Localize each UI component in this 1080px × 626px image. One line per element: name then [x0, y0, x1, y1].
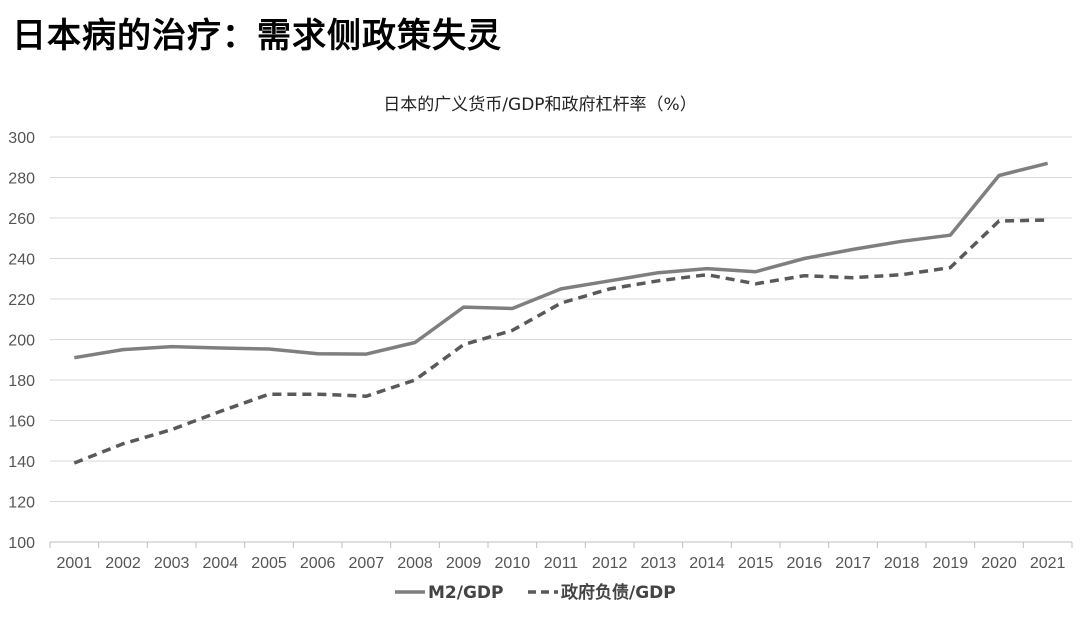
- x-tick-label: 2015: [738, 555, 774, 572]
- x-tick-label: 2003: [154, 555, 190, 572]
- y-tick-label: 140: [8, 454, 35, 471]
- x-tick-label: 2016: [787, 555, 823, 572]
- series-line-2: [73, 218, 1048, 465]
- x-tick-label: 2019: [933, 555, 969, 572]
- y-tick-label: 300: [8, 130, 35, 147]
- y-tick-label: 240: [8, 252, 35, 269]
- y-tick-label: 120: [8, 495, 35, 512]
- x-tick-label: 2018: [884, 555, 920, 572]
- x-tick-label: 2002: [105, 555, 141, 572]
- legend-label: M2/GDP: [428, 583, 503, 603]
- x-tick-label: 2009: [446, 555, 482, 572]
- grid-lines: [50, 136, 1072, 502]
- x-tick-label: 2008: [397, 555, 433, 572]
- y-tick-label: 180: [8, 373, 35, 390]
- y-axis-ticks: 100 120 140 160 180 200 220 240 260 280 300: [8, 130, 35, 552]
- y-tick-label: 100: [8, 535, 35, 552]
- x-tick-label: 2001: [57, 555, 93, 572]
- x-tick-label: 2013: [641, 555, 677, 572]
- legend: M2/GDP 政府负债/GDP: [395, 582, 676, 603]
- y-tick-label: 260: [8, 211, 35, 228]
- page-title: 日本病的治疗：需求侧政策失灵: [12, 16, 502, 56]
- chart-title: 日本的广义货币/GDP和政府杠杆率（%）: [383, 95, 697, 115]
- x-axis-ticks: 2001 2002 2003 2004 2005 2006 2007 2008 2009 2010…: [57, 555, 1066, 572]
- series-line-1: [74, 161, 1049, 360]
- x-tick-label: 2005: [251, 555, 287, 572]
- y-tick-label: 220: [8, 292, 35, 309]
- x-tick-label: 2010: [495, 555, 531, 572]
- series-lines: [73, 161, 1049, 465]
- y-tick-label: 160: [8, 414, 35, 431]
- x-axis: [49, 541, 1073, 548]
- x-tick-label: 2021: [1030, 555, 1066, 572]
- x-tick-label: 2007: [349, 555, 385, 572]
- y-tick-label: 280: [8, 171, 35, 188]
- x-tick-label: 2014: [689, 555, 725, 572]
- x-tick-label: 2012: [592, 555, 628, 572]
- legend-label: 政府负债/GDP: [561, 582, 676, 603]
- y-tick-label: 200: [8, 333, 35, 350]
- x-tick-label: 2004: [203, 555, 239, 572]
- x-tick-label: 2020: [981, 555, 1017, 572]
- x-tick-label: 2006: [300, 555, 336, 572]
- x-tick-label: 2017: [835, 555, 871, 572]
- x-tick-label: 2011: [544, 555, 579, 572]
